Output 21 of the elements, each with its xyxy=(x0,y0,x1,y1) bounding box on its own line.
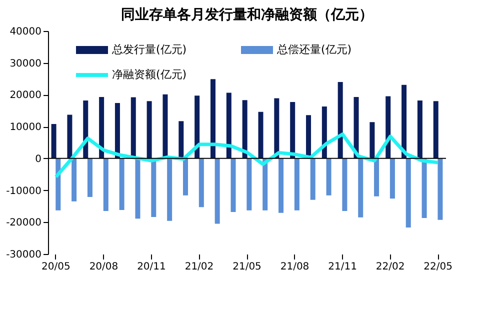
x-tick-label: 21/08 xyxy=(280,262,310,272)
y-tick-label: -30000 xyxy=(6,250,42,260)
y-tick-label: -10000 xyxy=(6,186,42,197)
x-tick-label: 21/05 xyxy=(232,262,262,272)
y-tick-label: 40000 xyxy=(10,26,42,38)
legend-label: 总发行量(亿元) xyxy=(111,43,187,56)
y-tick-label: 20000 xyxy=(10,90,42,102)
y-tick-label: -20000 xyxy=(6,218,42,229)
x-tick-label: 20/11 xyxy=(137,262,166,272)
y-tick-label: 30000 xyxy=(10,58,42,70)
x-tick-label: 21/11 xyxy=(328,262,357,272)
x-tick-label: 22/02 xyxy=(376,262,405,272)
y-tick-label: 0 xyxy=(35,154,42,165)
x-tick-label: 21/02 xyxy=(184,262,214,272)
legend-label: 净融资额(亿元) xyxy=(112,68,187,81)
x-tick-label: 20/08 xyxy=(89,262,118,272)
y-tick-label: 10000 xyxy=(10,122,42,134)
chart-title: 同业存单各月发行量和净融资额（亿元） xyxy=(121,6,373,23)
x-tick-label: 20/05 xyxy=(42,262,70,272)
x-tick-label: 22/05 xyxy=(424,262,452,272)
legend-label: 总偿还量(亿元) xyxy=(276,43,352,56)
